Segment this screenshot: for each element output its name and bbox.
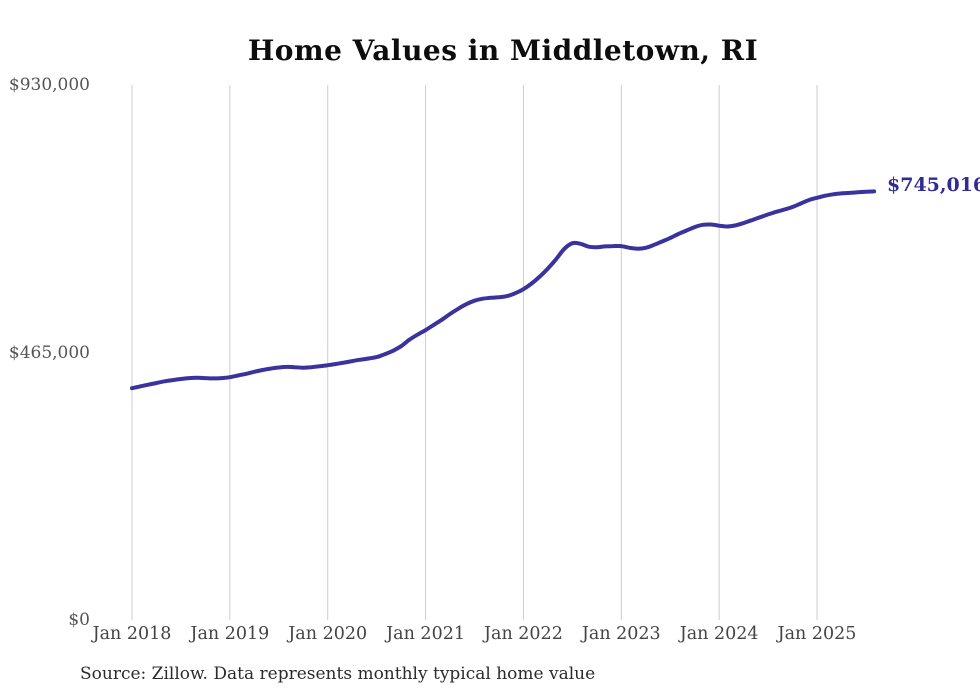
x-axis-tick-label: Jan 2024	[679, 624, 759, 644]
home-value-line	[130, 189, 877, 391]
x-axis-tick-label: Jan 2023	[581, 624, 661, 644]
x-axis-tick-label: Jan 2021	[386, 624, 465, 644]
y-axis-tick-label: $465,000	[8, 342, 90, 363]
chart-title: Home Values in Middletown, RI	[247, 34, 759, 67]
x-axis-tick-label: Jan 2018	[92, 624, 172, 644]
source-note: Source: Zillow. Data represents monthly …	[80, 664, 596, 684]
current-value-label: $745,016	[887, 174, 980, 196]
x-axis-tick-label: Jan 2020	[288, 624, 368, 644]
x-axis-tick-label: Jan 2019	[190, 624, 270, 644]
y-axis-tick-label: $0	[68, 610, 90, 630]
x-axis-tick-label: Jan 2025	[777, 624, 857, 644]
x-axis-tick-label: Jan 2022	[484, 624, 563, 644]
y-axis-tick-label: $930,000	[8, 75, 90, 95]
